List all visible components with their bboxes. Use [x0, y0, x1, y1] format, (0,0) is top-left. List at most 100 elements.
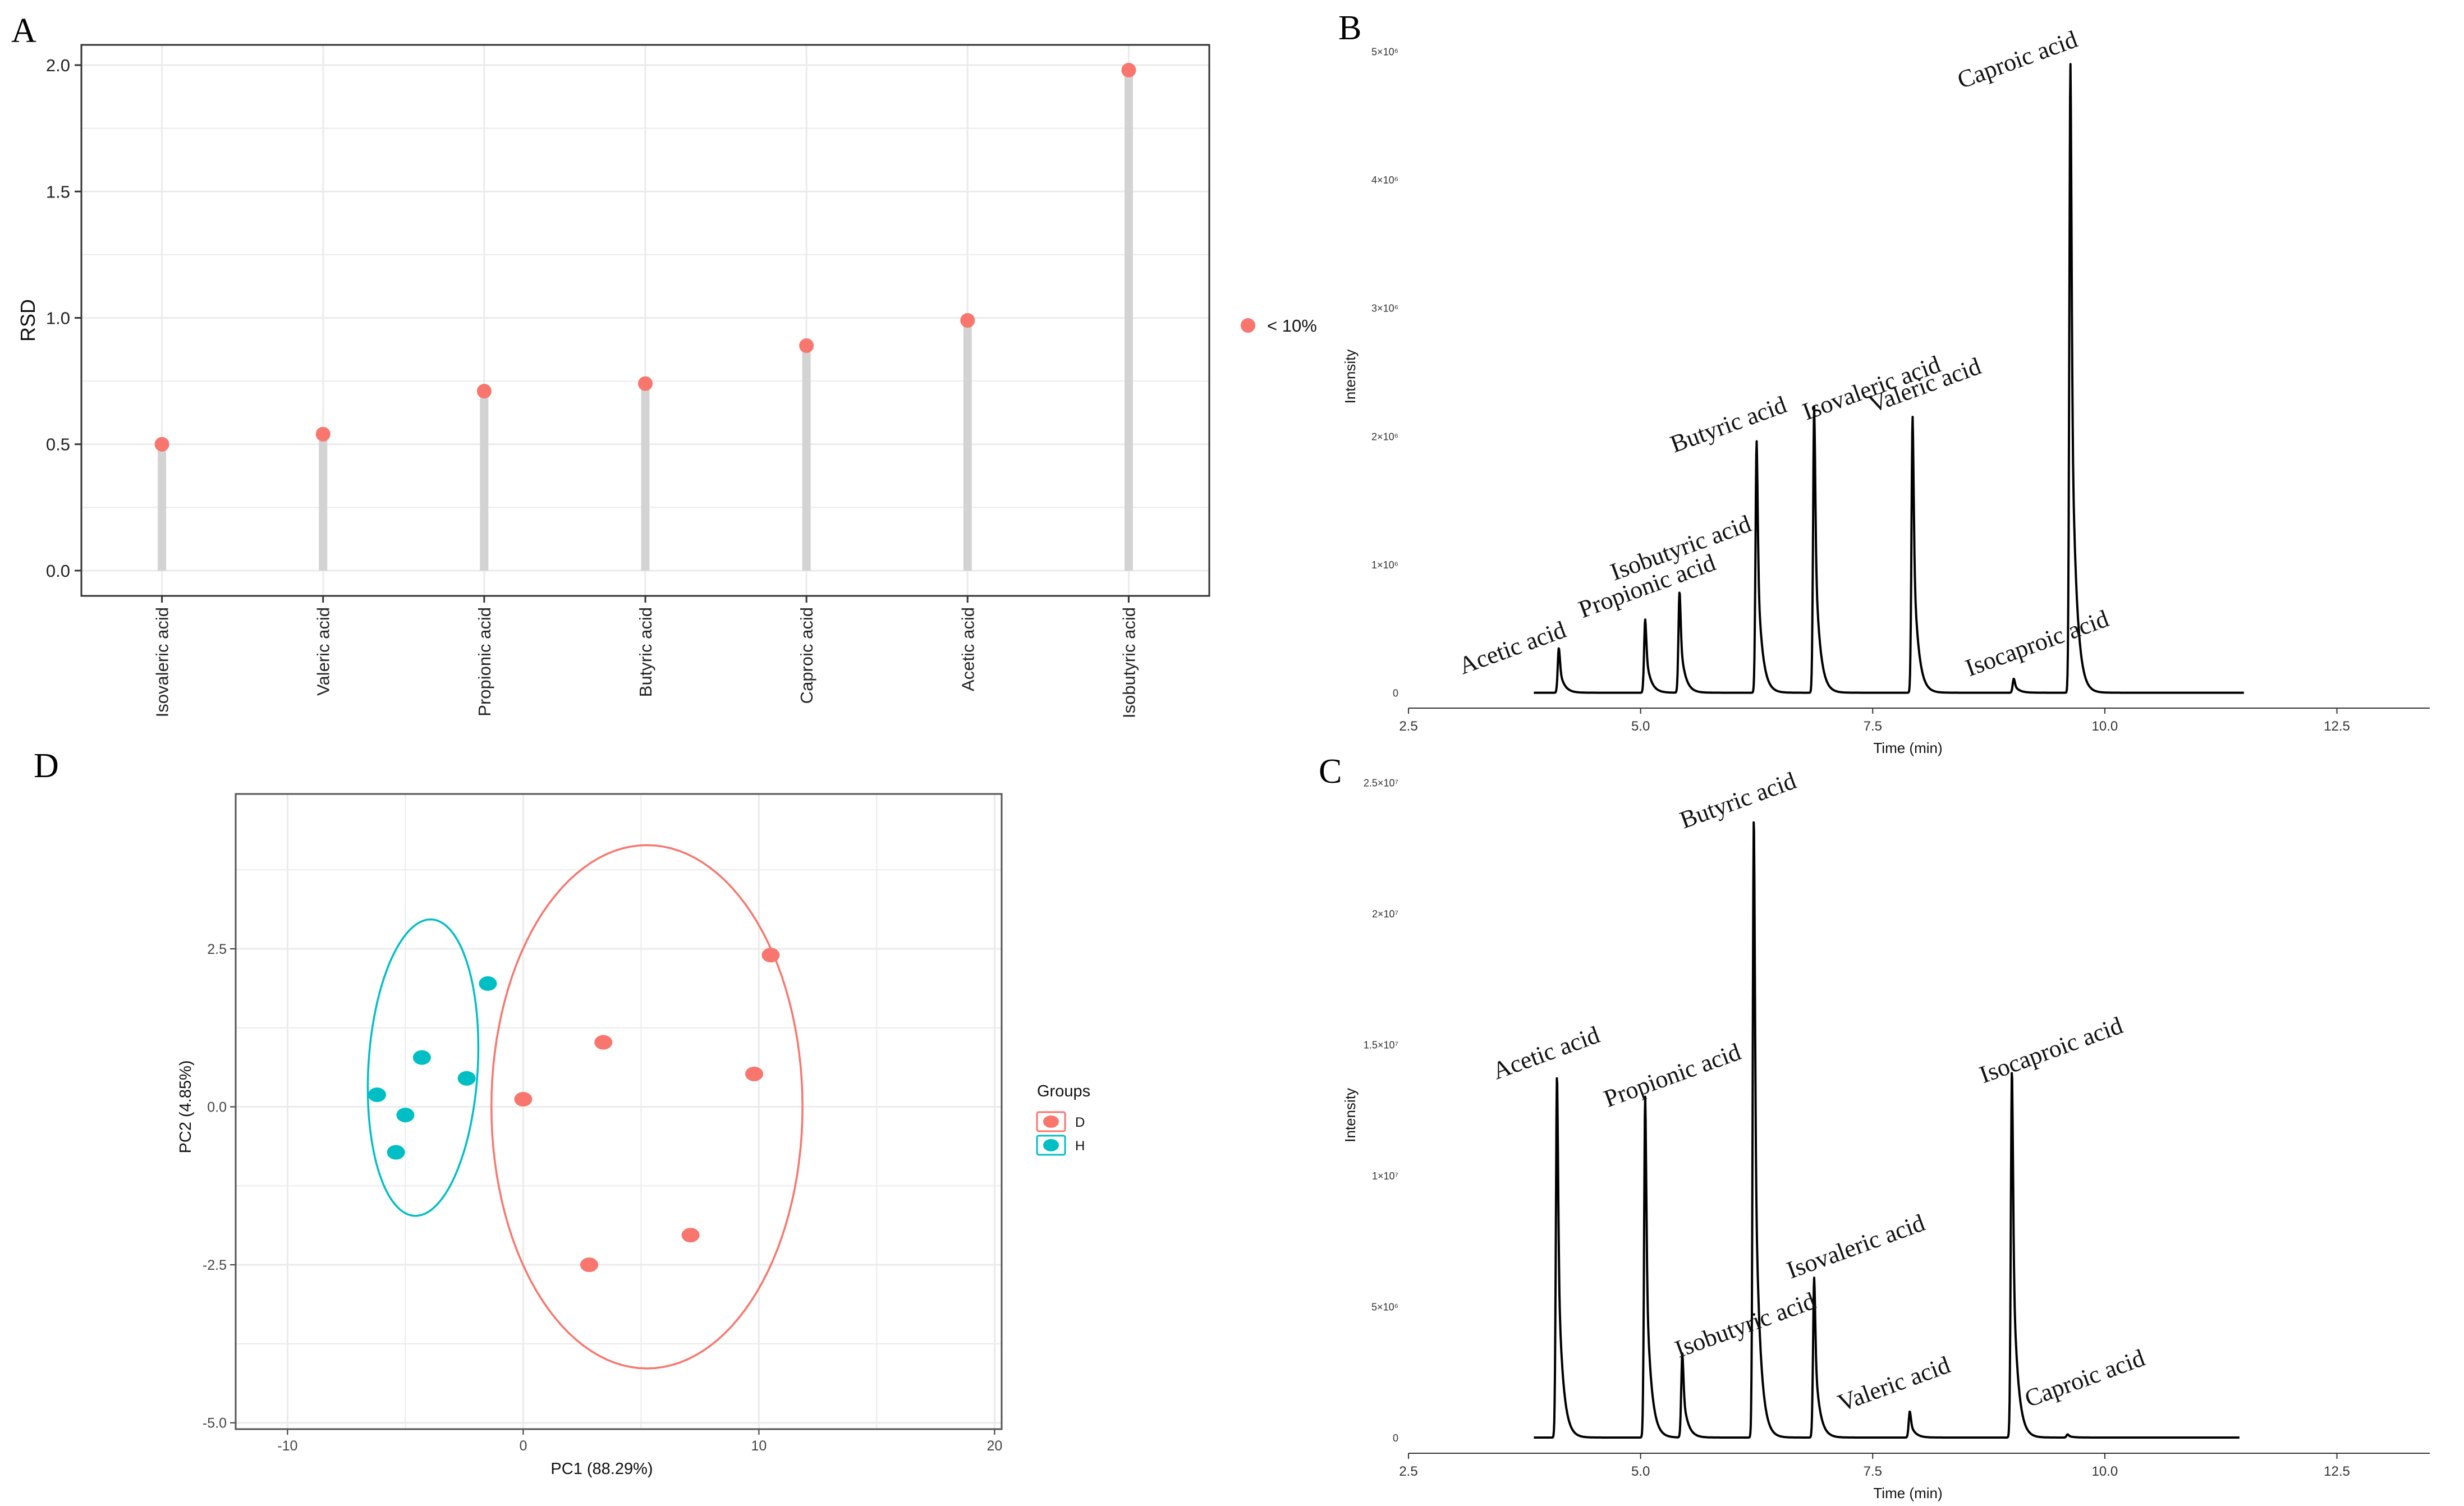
x-tick-label: 2.5	[1399, 1464, 1417, 1479]
y-tick-label: 0.0	[46, 561, 70, 581]
x-tick-label: 5.0	[1631, 1464, 1650, 1479]
panel-a-lollipop-chart: 0.0 0.5 1.0 1.5 2.0 Isovaleric acid Valeric ac…	[16, 44, 1317, 718]
y-tick-label: 1×10⁶	[1371, 559, 1398, 571]
lollipop-point	[154, 437, 169, 452]
y-tick-label: -2.5	[203, 1257, 227, 1273]
x-tick-label: Butyric acid	[636, 607, 655, 697]
scatter-point-d	[761, 948, 780, 963]
y-tick-label: 5×10⁶	[1371, 1301, 1398, 1312]
peak-label: Butyric acid	[1667, 391, 1790, 458]
y-tick-label: 0.0	[207, 1100, 227, 1115]
legend-label: < 10%	[1267, 316, 1317, 336]
x-tick-label: 0	[519, 1438, 527, 1454]
y-tick-label: 0.5	[46, 435, 70, 454]
confidence-ellipse-h	[366, 918, 480, 1217]
legend-label: D	[1075, 1115, 1085, 1130]
y-tick-label: -5.0	[203, 1416, 227, 1431]
peak-label: Acetic acid	[1489, 1021, 1603, 1085]
peak-label: Caproic acid	[2021, 1344, 2149, 1413]
y-tick-label: 5×10⁶	[1371, 46, 1398, 57]
peak-label: Butyric acid	[1676, 766, 1800, 834]
peak-label: Isocaproic acid	[1976, 1012, 2126, 1089]
legend-key-point	[1043, 1139, 1059, 1151]
scatter-point-h	[412, 1050, 431, 1065]
x-tick-label: 10	[751, 1438, 767, 1454]
scatter-point-d	[580, 1257, 598, 1273]
panel-c-chromatogram: 2.5 5.0 7.5 10.0 12.5 0 5×10⁶ 1×10⁷ 1.5×10⁷ 2×10⁷…	[1342, 766, 2430, 1502]
x-tick-label: Caproic acid	[797, 607, 816, 704]
scatter-point-d	[514, 1092, 533, 1107]
x-tick-label: Propionic acid	[475, 607, 494, 717]
x-tick-label: Isovaleric acid	[153, 607, 172, 717]
peak-label: Isobutyric acid	[1671, 1287, 1819, 1363]
y-tick-label: 2.0	[46, 56, 70, 75]
plot-border	[80, 44, 1210, 597]
x-tick-label: 7.5	[1864, 719, 1882, 734]
scatter-point-h	[479, 976, 497, 991]
panel-label-c: C	[1319, 752, 1342, 791]
panel-label-d: D	[34, 747, 59, 785]
y-tick-label: 1.5×10⁷	[1364, 1039, 1398, 1050]
peak-label: Caproic acid	[1954, 25, 2081, 94]
panel-b-chromatogram: 2.5 5.0 7.5 10.0 12.5 0 1×10⁶ 2×10⁶ 3×10⁶ 4×10⁶ 5×…	[1342, 25, 2430, 756]
panel-label-a: A	[11, 12, 36, 50]
x-axis-title: PC1 (88.29%)	[550, 1460, 653, 1478]
legend-title: Groups	[1037, 1082, 1090, 1100]
peak-label: Isocaproic acid	[1962, 605, 2112, 682]
lollipop-point	[476, 384, 492, 399]
lollipop-point	[799, 338, 814, 353]
x-tick-label: 2.5	[1399, 719, 1417, 734]
x-tick-label: Acetic acid	[958, 607, 978, 691]
x-tick-label: 10.0	[2092, 1464, 2118, 1479]
x-tick-label: 10.0	[2092, 719, 2118, 734]
panel-d-pca-scatter: -10 0 10 20 -5.0 -2.5 0.0 2.5 PC1 (88.29%) PC2 (4…	[177, 793, 1090, 1478]
lollipop-point	[960, 313, 975, 328]
x-tick-label: Isobutyric acid	[1119, 607, 1139, 718]
scatter-point-d	[681, 1228, 700, 1243]
x-tick-label: -10	[277, 1438, 297, 1454]
scatter-point-h	[396, 1108, 415, 1123]
chromatogram-trace	[1533, 821, 2241, 1439]
x-tick-label: 20	[986, 1438, 1002, 1454]
scatter-point-h	[368, 1087, 386, 1103]
plot-area	[236, 794, 1002, 1429]
y-tick-label: 1.5	[46, 182, 70, 201]
peak-label: Isovaleric acid	[1783, 1209, 1929, 1284]
lollipop-point	[315, 426, 331, 442]
confidence-ellipse-d	[490, 844, 804, 1370]
x-tick-label: 12.5	[2324, 719, 2350, 734]
y-tick-label: 1×10⁷	[1372, 1170, 1398, 1182]
y-tick-label: 2×10⁷	[1372, 908, 1398, 920]
plot-border	[235, 793, 1003, 1430]
y-tick-label: 1.0	[46, 308, 70, 328]
x-tick-label: 12.5	[2324, 1464, 2350, 1479]
y-tick-label: 2.5	[207, 942, 227, 957]
panel-label-b: B	[1338, 9, 1361, 47]
y-axis-title: Intensity	[1342, 1088, 1359, 1142]
x-axis-title: Time (min)	[1873, 1485, 1942, 1502]
lollipop-point	[638, 376, 653, 391]
y-tick-label: 2×10⁶	[1371, 431, 1398, 442]
y-tick-label: 0	[1393, 1432, 1398, 1444]
y-axis-title: Intensity	[1342, 350, 1359, 404]
y-tick-label: 2.5×10⁷	[1364, 777, 1398, 788]
legend-key-point	[1043, 1115, 1059, 1128]
scatter-point-h	[387, 1145, 405, 1160]
y-tick-label: 4×10⁶	[1371, 175, 1398, 186]
scatter-point-h	[457, 1071, 476, 1086]
chromatogram-trace	[1533, 63, 2245, 694]
y-tick-label: 0	[1393, 688, 1398, 699]
x-tick-label: 5.0	[1631, 719, 1650, 734]
legend-key	[1241, 318, 1255, 333]
x-tick-label: 7.5	[1864, 1464, 1882, 1479]
legend-label: H	[1075, 1138, 1085, 1154]
scatter-point-d	[745, 1066, 763, 1081]
scatter-point-d	[594, 1035, 613, 1050]
x-axis-title: Time (min)	[1873, 740, 1942, 756]
x-tick-label: Valeric acid	[314, 607, 333, 696]
lollipop-point	[1121, 63, 1136, 78]
y-axis-title: PC2 (4.85%)	[177, 1060, 195, 1154]
y-axis-title: RSD	[16, 299, 39, 342]
peak-label: Propionic acid	[1600, 1038, 1745, 1113]
